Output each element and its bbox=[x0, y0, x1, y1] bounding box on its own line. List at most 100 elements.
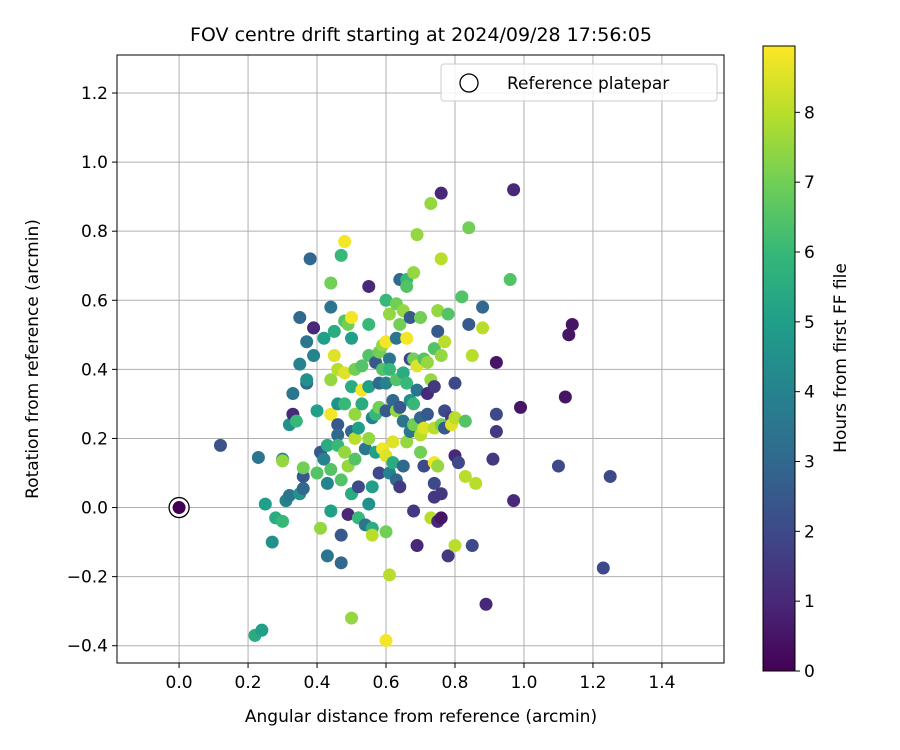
data-point bbox=[414, 311, 427, 325]
data-point bbox=[434, 511, 448, 525]
data-point bbox=[434, 487, 448, 501]
data-point bbox=[596, 561, 610, 575]
data-point bbox=[565, 317, 579, 331]
data-point bbox=[345, 380, 359, 394]
data-point bbox=[310, 466, 324, 480]
data-point bbox=[386, 456, 400, 470]
data-point bbox=[441, 549, 455, 563]
data-point bbox=[427, 476, 441, 490]
y-axis-ticks: −0.4 −0.2 0.0 0.2 0.4 0.6 0.8 1.0 1.2 bbox=[67, 84, 117, 657]
data-point bbox=[489, 407, 503, 421]
data-point bbox=[251, 450, 265, 464]
data-point bbox=[507, 494, 521, 508]
data-point bbox=[465, 349, 479, 363]
data-point bbox=[400, 279, 414, 293]
legend-reference-marker bbox=[459, 73, 479, 93]
data-point bbox=[334, 248, 348, 262]
data-point bbox=[396, 414, 410, 428]
y-axis-label: Rotation from reference (arcmin) bbox=[23, 219, 43, 499]
data-point bbox=[379, 404, 393, 418]
data-point bbox=[276, 454, 290, 468]
data-point bbox=[307, 321, 321, 335]
y-tick-label: 0.0 bbox=[81, 499, 108, 519]
data-point bbox=[410, 539, 424, 553]
y-tick-label: −0.2 bbox=[67, 568, 108, 588]
colorbar-tick-label: 1 bbox=[804, 592, 815, 612]
data-point bbox=[296, 482, 310, 496]
data-point bbox=[414, 445, 427, 459]
data-point bbox=[382, 352, 396, 366]
data-point bbox=[514, 400, 528, 414]
data-point bbox=[345, 611, 359, 625]
data-point bbox=[355, 397, 369, 411]
data-point bbox=[476, 300, 490, 314]
data-point bbox=[400, 376, 414, 390]
data-point bbox=[320, 476, 334, 490]
data-point bbox=[431, 304, 445, 318]
data-point bbox=[379, 335, 393, 349]
data-point bbox=[458, 414, 472, 428]
data-point bbox=[265, 535, 279, 549]
data-point bbox=[276, 514, 290, 528]
data-point bbox=[486, 452, 500, 466]
y-tick-label: 0.6 bbox=[81, 291, 108, 311]
data-point bbox=[348, 452, 362, 466]
data-point bbox=[334, 556, 348, 570]
data-point bbox=[351, 421, 365, 435]
data-point bbox=[293, 311, 307, 325]
data-point bbox=[407, 266, 421, 280]
data-point bbox=[448, 539, 462, 553]
data-point bbox=[382, 568, 396, 582]
data-point bbox=[324, 504, 338, 518]
data-point bbox=[562, 328, 576, 342]
data-point bbox=[410, 383, 424, 397]
data-point bbox=[386, 435, 400, 449]
data-point bbox=[338, 445, 352, 459]
data-point bbox=[382, 307, 396, 321]
data-point bbox=[393, 317, 407, 331]
legend: Reference platepar bbox=[440, 63, 718, 102]
data-point bbox=[389, 331, 403, 345]
data-point bbox=[434, 252, 448, 266]
data-point bbox=[334, 473, 348, 487]
data-point bbox=[293, 357, 307, 371]
data-point bbox=[317, 452, 331, 466]
data-point bbox=[358, 442, 372, 456]
data-point bbox=[324, 407, 338, 421]
data-point bbox=[393, 400, 407, 414]
data-point bbox=[489, 425, 503, 439]
data-point bbox=[320, 549, 334, 563]
data-point bbox=[489, 355, 503, 369]
data-point bbox=[403, 311, 417, 325]
data-point bbox=[448, 376, 462, 390]
data-point bbox=[324, 276, 338, 290]
data-point bbox=[307, 349, 321, 363]
data-point bbox=[396, 459, 410, 473]
data-point bbox=[407, 504, 421, 518]
data-point bbox=[379, 293, 393, 307]
colorbar-label: Hours from first FF file bbox=[831, 263, 851, 453]
data-point bbox=[362, 317, 376, 331]
legend-box bbox=[440, 63, 718, 102]
data-point bbox=[362, 279, 376, 293]
data-point bbox=[393, 480, 407, 494]
y-tick-label: 0.8 bbox=[81, 222, 108, 242]
data-point bbox=[462, 317, 476, 331]
data-point bbox=[331, 428, 345, 442]
data-point bbox=[465, 539, 479, 553]
data-point bbox=[355, 359, 369, 373]
data-point bbox=[310, 404, 324, 418]
data-point bbox=[296, 461, 310, 475]
data-point bbox=[427, 380, 441, 394]
data-point bbox=[551, 459, 565, 473]
y-tick-label: 0.4 bbox=[81, 360, 108, 380]
colorbar-tick-label: 5 bbox=[804, 313, 815, 333]
data-point bbox=[348, 407, 362, 421]
data-point bbox=[327, 324, 341, 338]
x-tick-label: 0.8 bbox=[441, 673, 468, 693]
x-axis-label: Angular distance from reference (arcmin) bbox=[245, 707, 597, 727]
data-point bbox=[324, 300, 338, 314]
reference-point bbox=[172, 501, 186, 515]
